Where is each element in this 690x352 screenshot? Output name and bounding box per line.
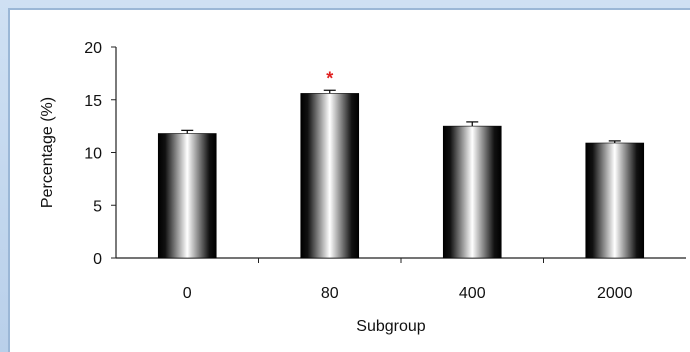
- bars: [157, 89, 645, 259]
- y-tick-label: 5: [93, 198, 102, 215]
- x-tick-label: 400: [459, 285, 486, 302]
- y-axis-title: Percentage (%): [39, 97, 56, 208]
- x-tick-label: 80: [321, 285, 339, 302]
- x-tick-label: 0: [183, 285, 192, 302]
- y-tick-label: 20: [84, 40, 102, 57]
- bar-400: [442, 125, 502, 259]
- y-tick-label: 0: [93, 251, 102, 268]
- y-tick-label: 10: [84, 146, 102, 163]
- bar-80: [300, 93, 360, 259]
- y-tick-label: 15: [84, 93, 102, 110]
- x-axis-title: Subgroup: [356, 318, 425, 335]
- bar-2000: [585, 142, 645, 259]
- bar-0: [157, 133, 217, 259]
- x-tick-label: 2000: [597, 285, 633, 302]
- significance-marker: *: [326, 68, 333, 88]
- labels: 0 5 10 15 20 0 80 * 400 2000: [84, 40, 632, 302]
